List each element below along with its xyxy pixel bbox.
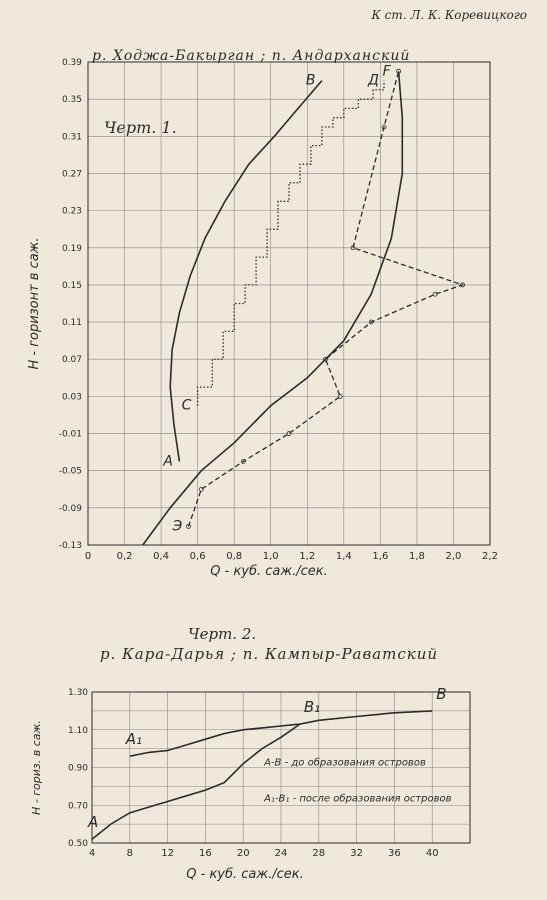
chart1-ytick: -0.09 bbox=[59, 504, 83, 514]
chart1-ytick: 0.07 bbox=[62, 355, 82, 365]
chart1-xtick: 0,4 bbox=[153, 551, 169, 562]
chart2-frame bbox=[91, 691, 471, 844]
chart2-series-label-start: А bbox=[87, 813, 98, 831]
chart2-xtick: 32 bbox=[350, 848, 363, 859]
chart1-xtick: 1,4 bbox=[336, 551, 352, 562]
chart1-ytick: 0.35 bbox=[62, 95, 82, 105]
chart1-xtick: 1,0 bbox=[263, 551, 279, 562]
chart1-point bbox=[198, 486, 204, 492]
chart2-legend-a1b1: А₁-В₁ - после образования островов bbox=[263, 792, 452, 804]
chart2-xtick: 8 bbox=[127, 848, 133, 859]
chart1-series-label-end: В bbox=[306, 73, 316, 89]
chart1-xtick: 0,6 bbox=[190, 551, 206, 562]
chart2-series-line bbox=[91, 710, 433, 840]
chart1-xtick: 0 bbox=[85, 551, 91, 562]
chart1-point bbox=[323, 356, 328, 362]
chart1-label: Черт. 1. bbox=[104, 118, 177, 137]
chart2-xtick: 12 bbox=[161, 848, 174, 859]
chart1-ytick: 0.39 bbox=[62, 58, 82, 68]
chart1-xtick: 1,2 bbox=[299, 551, 315, 562]
chart2-legend-ab: А-В - до образования островов bbox=[263, 757, 426, 769]
chart2-xtick: 20 bbox=[237, 848, 250, 859]
chart1-series-label-end: F bbox=[383, 63, 392, 79]
chart1-point bbox=[368, 319, 374, 325]
chart2-ytick: 0.50 bbox=[68, 839, 88, 849]
chart1-point bbox=[337, 393, 343, 399]
chart1-xtick: 0,2 bbox=[117, 551, 133, 562]
chart1-ytick: 0.11 bbox=[62, 318, 82, 328]
chart1-xtick: 2,0 bbox=[446, 551, 462, 562]
chart2-series-label-end: В₁ bbox=[304, 698, 320, 716]
chart1-xtick: 1,8 bbox=[409, 551, 425, 562]
chart1-series-label-start: С bbox=[182, 398, 192, 414]
chart2-ytick: 0.70 bbox=[68, 801, 88, 811]
chart2-ytick: 0.90 bbox=[68, 764, 88, 774]
chart2-title: р. Кара-Дарья ; п. Кампыр-Раватский bbox=[100, 645, 439, 663]
chart1-ytick: 0.27 bbox=[62, 169, 82, 179]
chart1-xlabel: Q - куб. саж./сек. bbox=[210, 564, 327, 579]
chart2-ylabel: H - гориз. в саж. bbox=[30, 720, 43, 815]
chart2-xlabel: Q - куб. саж./сек. bbox=[186, 867, 303, 882]
chart1-ylabel: H - горизонт в саж. bbox=[27, 237, 42, 369]
chart1-ytick: 0.15 bbox=[62, 281, 82, 291]
chart1-series-line bbox=[169, 80, 323, 462]
chart2-xtick: 28 bbox=[312, 848, 325, 859]
chart1-ytick: 0.03 bbox=[62, 392, 82, 402]
chart1-xtick: 2,2 bbox=[482, 551, 498, 562]
chart1-ytick: 0.23 bbox=[62, 207, 82, 217]
chart1-series-line bbox=[142, 71, 404, 546]
chart2-ytick: 1.10 bbox=[68, 726, 88, 736]
chart2-xtick: 36 bbox=[388, 848, 401, 859]
chart2-series-line bbox=[129, 723, 300, 757]
chart1-series-line bbox=[187, 71, 465, 527]
chart1-point bbox=[460, 282, 465, 288]
chart2-xtick: 40 bbox=[426, 848, 439, 859]
chart1-point bbox=[240, 459, 246, 464]
chart1-point bbox=[381, 124, 387, 130]
chart2-series-label-start: А₁ bbox=[125, 730, 142, 748]
chart2-xtick: 4 bbox=[89, 848, 95, 859]
chart2-series-label-end: В bbox=[436, 685, 446, 703]
chart1-frame bbox=[87, 61, 491, 546]
chart1-xtick: 0,8 bbox=[226, 551, 242, 562]
chart2-ytick: 1.30 bbox=[68, 688, 88, 698]
chart2-xtick: 24 bbox=[275, 848, 288, 859]
chart1-xtick: 1,6 bbox=[372, 551, 388, 562]
chart2-heading: Черт. 2. bbox=[188, 625, 257, 643]
chart1-point bbox=[432, 291, 438, 297]
chart1-point bbox=[350, 245, 356, 251]
chart1-series-line bbox=[196, 80, 385, 406]
chart1-title: р. Ходжа-Бакырган ; п. Андарханский bbox=[92, 48, 411, 64]
chart1-point bbox=[286, 431, 292, 436]
chart1-ytick: -0.01 bbox=[59, 430, 82, 440]
chart1-ytick: -0.05 bbox=[59, 467, 82, 477]
chart1-ytick: 0.31 bbox=[62, 132, 82, 142]
chart2-xtick: 16 bbox=[199, 848, 212, 859]
header-note: К ст. Л. К. Коревицкого bbox=[371, 8, 527, 22]
chart1-series-label-start: А bbox=[162, 453, 173, 469]
chart1-series-label-end: Д bbox=[367, 73, 379, 89]
chart1-series-label-start: Э bbox=[172, 518, 183, 534]
chart1-point bbox=[186, 524, 191, 529]
chart1-ytick: 0.19 bbox=[62, 244, 82, 254]
chart1-ytick: -0.13 bbox=[59, 541, 82, 551]
